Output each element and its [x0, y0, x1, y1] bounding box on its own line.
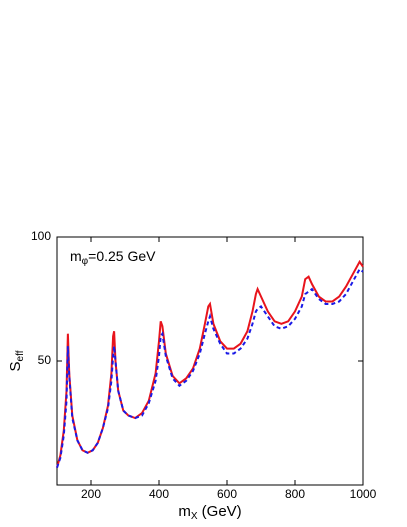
x-tick-label: 400: [149, 487, 169, 501]
annotation: mφ=0.25 GeV: [70, 248, 156, 267]
x-tick-label: 600: [217, 487, 237, 501]
y-tick-label: 50: [38, 353, 52, 367]
x-tick-label: 1000: [350, 487, 377, 501]
plot-frame: [56, 236, 364, 486]
x-tick-label: 200: [81, 487, 101, 501]
x-label-text: m: [178, 503, 191, 520]
y-label-sub: eff: [15, 350, 26, 361]
line-series: [56, 267, 364, 468]
x-label-rest: (GeV): [197, 503, 241, 520]
x-label-sub: X: [191, 511, 198, 522]
y-axis-label: Seff: [7, 350, 26, 371]
line-series: [56, 259, 364, 468]
x-tick-label: 800: [285, 487, 305, 501]
y-tick-label: 100: [31, 229, 51, 243]
annotation-rest: =0.25 GeV: [88, 248, 156, 264]
annotation-text: m: [70, 248, 82, 264]
x-axis-label: mX (GeV): [178, 503, 241, 522]
y-label-text: S: [7, 361, 24, 371]
annotation-sub: φ: [82, 256, 89, 267]
